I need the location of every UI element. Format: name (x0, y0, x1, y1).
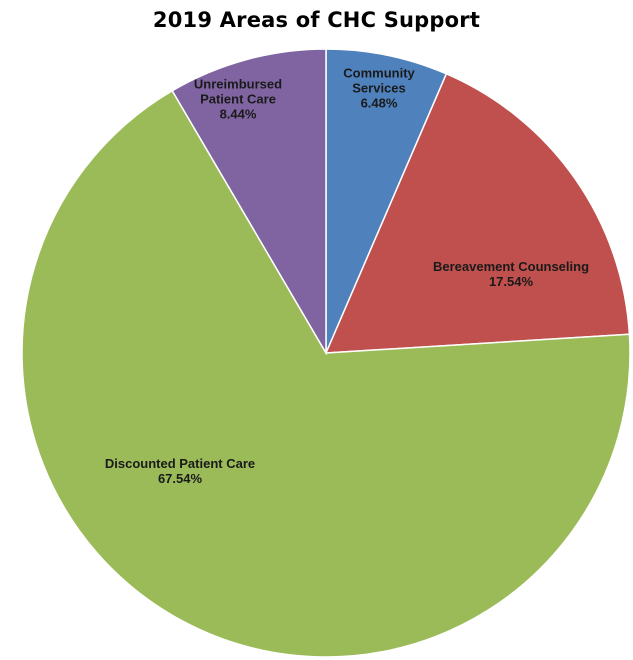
slice-name-label: Unreimbursed (194, 76, 282, 91)
pie-slice-unreimbursed-patient-care (171, 48, 327, 356)
chart-title: 2019 Areas of CHC Support (152, 8, 481, 32)
pie-slice-discounted-patient-care (21, 89, 631, 658)
slice-percent-label: 6.48% (361, 95, 398, 110)
slice-percent-label: 67.54% (158, 471, 203, 486)
slice-name-label: Patient Care (200, 91, 276, 106)
pie-slice-community-services (325, 48, 448, 354)
slice-percent-label: 17.54% (489, 274, 534, 289)
pie-slice-bereavement-counseling (324, 72, 631, 354)
slice-name-label: Discounted Patient Care (105, 456, 255, 471)
slice-name-label: Community (343, 65, 415, 80)
slices-group (21, 48, 631, 658)
slice-percent-label: 8.44% (220, 106, 257, 121)
slice-name-label: Bereavement Counseling (433, 259, 589, 274)
slice-name-label: Services (352, 80, 406, 95)
